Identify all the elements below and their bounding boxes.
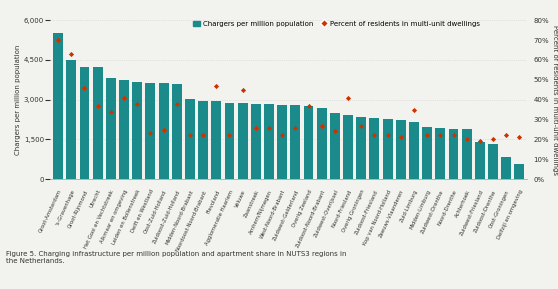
Bar	[357, 117, 366, 179]
Bar	[475, 142, 485, 179]
Bar	[277, 105, 287, 179]
Point	[462, 137, 471, 142]
Bar	[501, 158, 511, 179]
Bar	[304, 106, 314, 179]
Point	[278, 133, 287, 138]
Point	[475, 139, 484, 144]
Point	[93, 103, 102, 108]
Bar	[211, 101, 221, 179]
Point	[238, 88, 247, 92]
Point	[172, 101, 181, 106]
Point	[410, 107, 418, 112]
Point	[357, 123, 365, 128]
Bar	[343, 115, 353, 179]
Bar	[330, 114, 340, 179]
Point	[67, 52, 76, 56]
Bar	[80, 66, 89, 179]
Point	[133, 101, 142, 106]
Text: Figure 5. Charging infrastructure per million population and apartment share in : Figure 5. Charging infrastructure per mi…	[6, 251, 346, 264]
Bar	[66, 60, 76, 179]
Point	[212, 84, 221, 88]
Bar	[53, 34, 63, 179]
Point	[146, 131, 155, 136]
Y-axis label: Percent of residents in multi-unit dwellings: Percent of residents in multi-unit dwell…	[552, 25, 558, 175]
Bar	[146, 83, 155, 179]
Bar	[224, 103, 234, 179]
Point	[199, 133, 208, 138]
Bar	[132, 82, 142, 179]
Bar	[422, 127, 432, 179]
Bar	[317, 108, 326, 179]
Bar	[93, 67, 103, 179]
Bar	[449, 129, 459, 179]
Point	[225, 133, 234, 138]
Point	[383, 133, 392, 138]
Y-axis label: Chargers per million population: Chargers per million population	[15, 45, 21, 155]
Point	[291, 125, 300, 130]
Point	[54, 38, 62, 42]
Bar	[514, 164, 525, 179]
Bar	[383, 118, 392, 179]
Point	[185, 133, 194, 138]
Point	[422, 133, 431, 138]
Bar	[238, 103, 248, 179]
Legend: Chargers per million population, Percent of residents in multi-unit dwellings: Chargers per million population, Percent…	[193, 21, 480, 27]
Point	[80, 86, 89, 90]
Bar	[396, 120, 406, 179]
Bar	[185, 99, 195, 179]
Point	[304, 103, 313, 108]
Bar	[172, 84, 182, 179]
Point	[436, 133, 445, 138]
Point	[344, 95, 353, 100]
Bar	[369, 118, 379, 179]
Point	[251, 125, 260, 130]
Point	[370, 133, 379, 138]
Point	[515, 135, 524, 140]
Point	[330, 129, 339, 134]
Bar	[409, 122, 419, 179]
Point	[119, 95, 128, 100]
Point	[449, 133, 458, 138]
Bar	[251, 104, 261, 179]
Point	[107, 109, 116, 114]
Point	[502, 133, 511, 138]
Point	[396, 135, 405, 140]
Point	[489, 137, 498, 142]
Bar	[119, 80, 129, 179]
Bar	[198, 101, 208, 179]
Bar	[106, 78, 116, 179]
Point	[264, 125, 273, 130]
Point	[159, 127, 168, 132]
Point	[318, 123, 326, 128]
Bar	[290, 105, 300, 179]
Bar	[158, 83, 169, 179]
Bar	[435, 128, 445, 179]
Bar	[264, 104, 274, 179]
Bar	[461, 129, 472, 179]
Bar	[488, 144, 498, 179]
